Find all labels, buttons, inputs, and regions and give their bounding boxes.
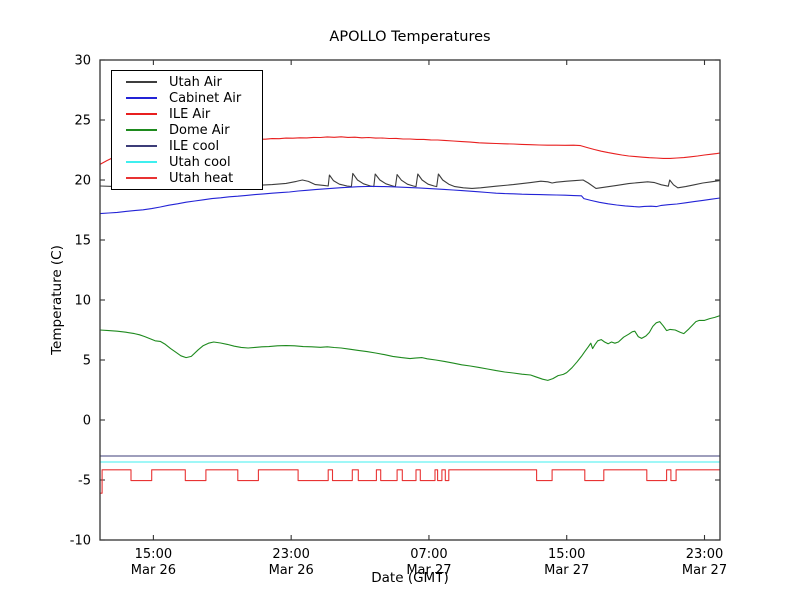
legend-label: Utah heat	[169, 170, 234, 186]
legend-label: ILE cool	[169, 138, 220, 154]
legend: Utah Air Cabinet Air ILE Air Dome Air IL…	[111, 70, 263, 190]
y-tick-label: 20	[74, 174, 91, 189]
axes-frame	[99, 59, 721, 541]
legend-label: Dome Air	[169, 122, 230, 138]
x-tick-time-label: 23:00	[686, 547, 723, 562]
legend-line-sample	[126, 81, 157, 83]
legend-line-sample	[126, 97, 157, 99]
legend-label: Cabinet Air	[169, 90, 242, 106]
y-axis-label: Temperature (C)	[49, 245, 65, 355]
legend-item-utah-cool: Utah cool	[112, 155, 262, 170]
y-tick-label: 5	[83, 354, 91, 369]
x-tick-date-label: Mar 27	[406, 563, 451, 578]
legend-item-cabinet-air: Cabinet Air	[112, 91, 262, 106]
x-tick-date-label: Mar 27	[682, 563, 727, 578]
series-lines	[99, 136, 721, 494]
legend-line-sample	[126, 177, 157, 179]
x-tick-time-label: 07:00	[410, 547, 447, 562]
legend-line-sample	[126, 129, 157, 131]
x-tick-date-label: Mar 27	[544, 563, 589, 578]
y-tick-label: -10	[70, 534, 91, 549]
legend-item-utah-heat: Utah heat	[112, 171, 262, 186]
y-tick-label: -5	[78, 474, 91, 489]
x-tick-date-label: Mar 26	[131, 563, 176, 578]
series-line-cabinet-air	[99, 185, 721, 215]
x-tick-time-label: 15:00	[548, 547, 585, 562]
legend-item-dome-air: Dome Air	[112, 123, 262, 138]
series-line-dome-air	[99, 315, 721, 381]
legend-item-ile-cool: ILE cool	[112, 139, 262, 154]
x-tick-date-label: Mar 26	[269, 563, 314, 578]
series-line-utah-air	[99, 172, 721, 189]
chart-title: APOLLO Temperatures	[329, 29, 491, 45]
legend-label: ILE Air	[169, 106, 211, 122]
x-tick-time-label: 15:00	[135, 547, 172, 562]
y-tick-label: 30	[74, 54, 91, 69]
legend-line-sample	[126, 145, 157, 147]
legend-item-ile-air: ILE Air	[112, 107, 262, 122]
x-tick-time-label: 23:00	[272, 547, 309, 562]
y-tick-label: 0	[83, 414, 91, 429]
y-tick-label: 25	[74, 114, 91, 129]
legend-label: Utah Air	[169, 74, 222, 90]
legend-line-sample	[126, 161, 157, 163]
legend-item-utah-air: Utah Air	[112, 75, 262, 90]
x-axis-label: Date (GMT)	[371, 570, 449, 586]
legend-label: Utah cool	[169, 154, 231, 170]
legend-line-sample	[126, 113, 157, 115]
y-tick-label: 10	[74, 294, 91, 309]
series-line-utah-heat	[100, 469, 720, 494]
y-tick-label: 15	[74, 234, 91, 249]
